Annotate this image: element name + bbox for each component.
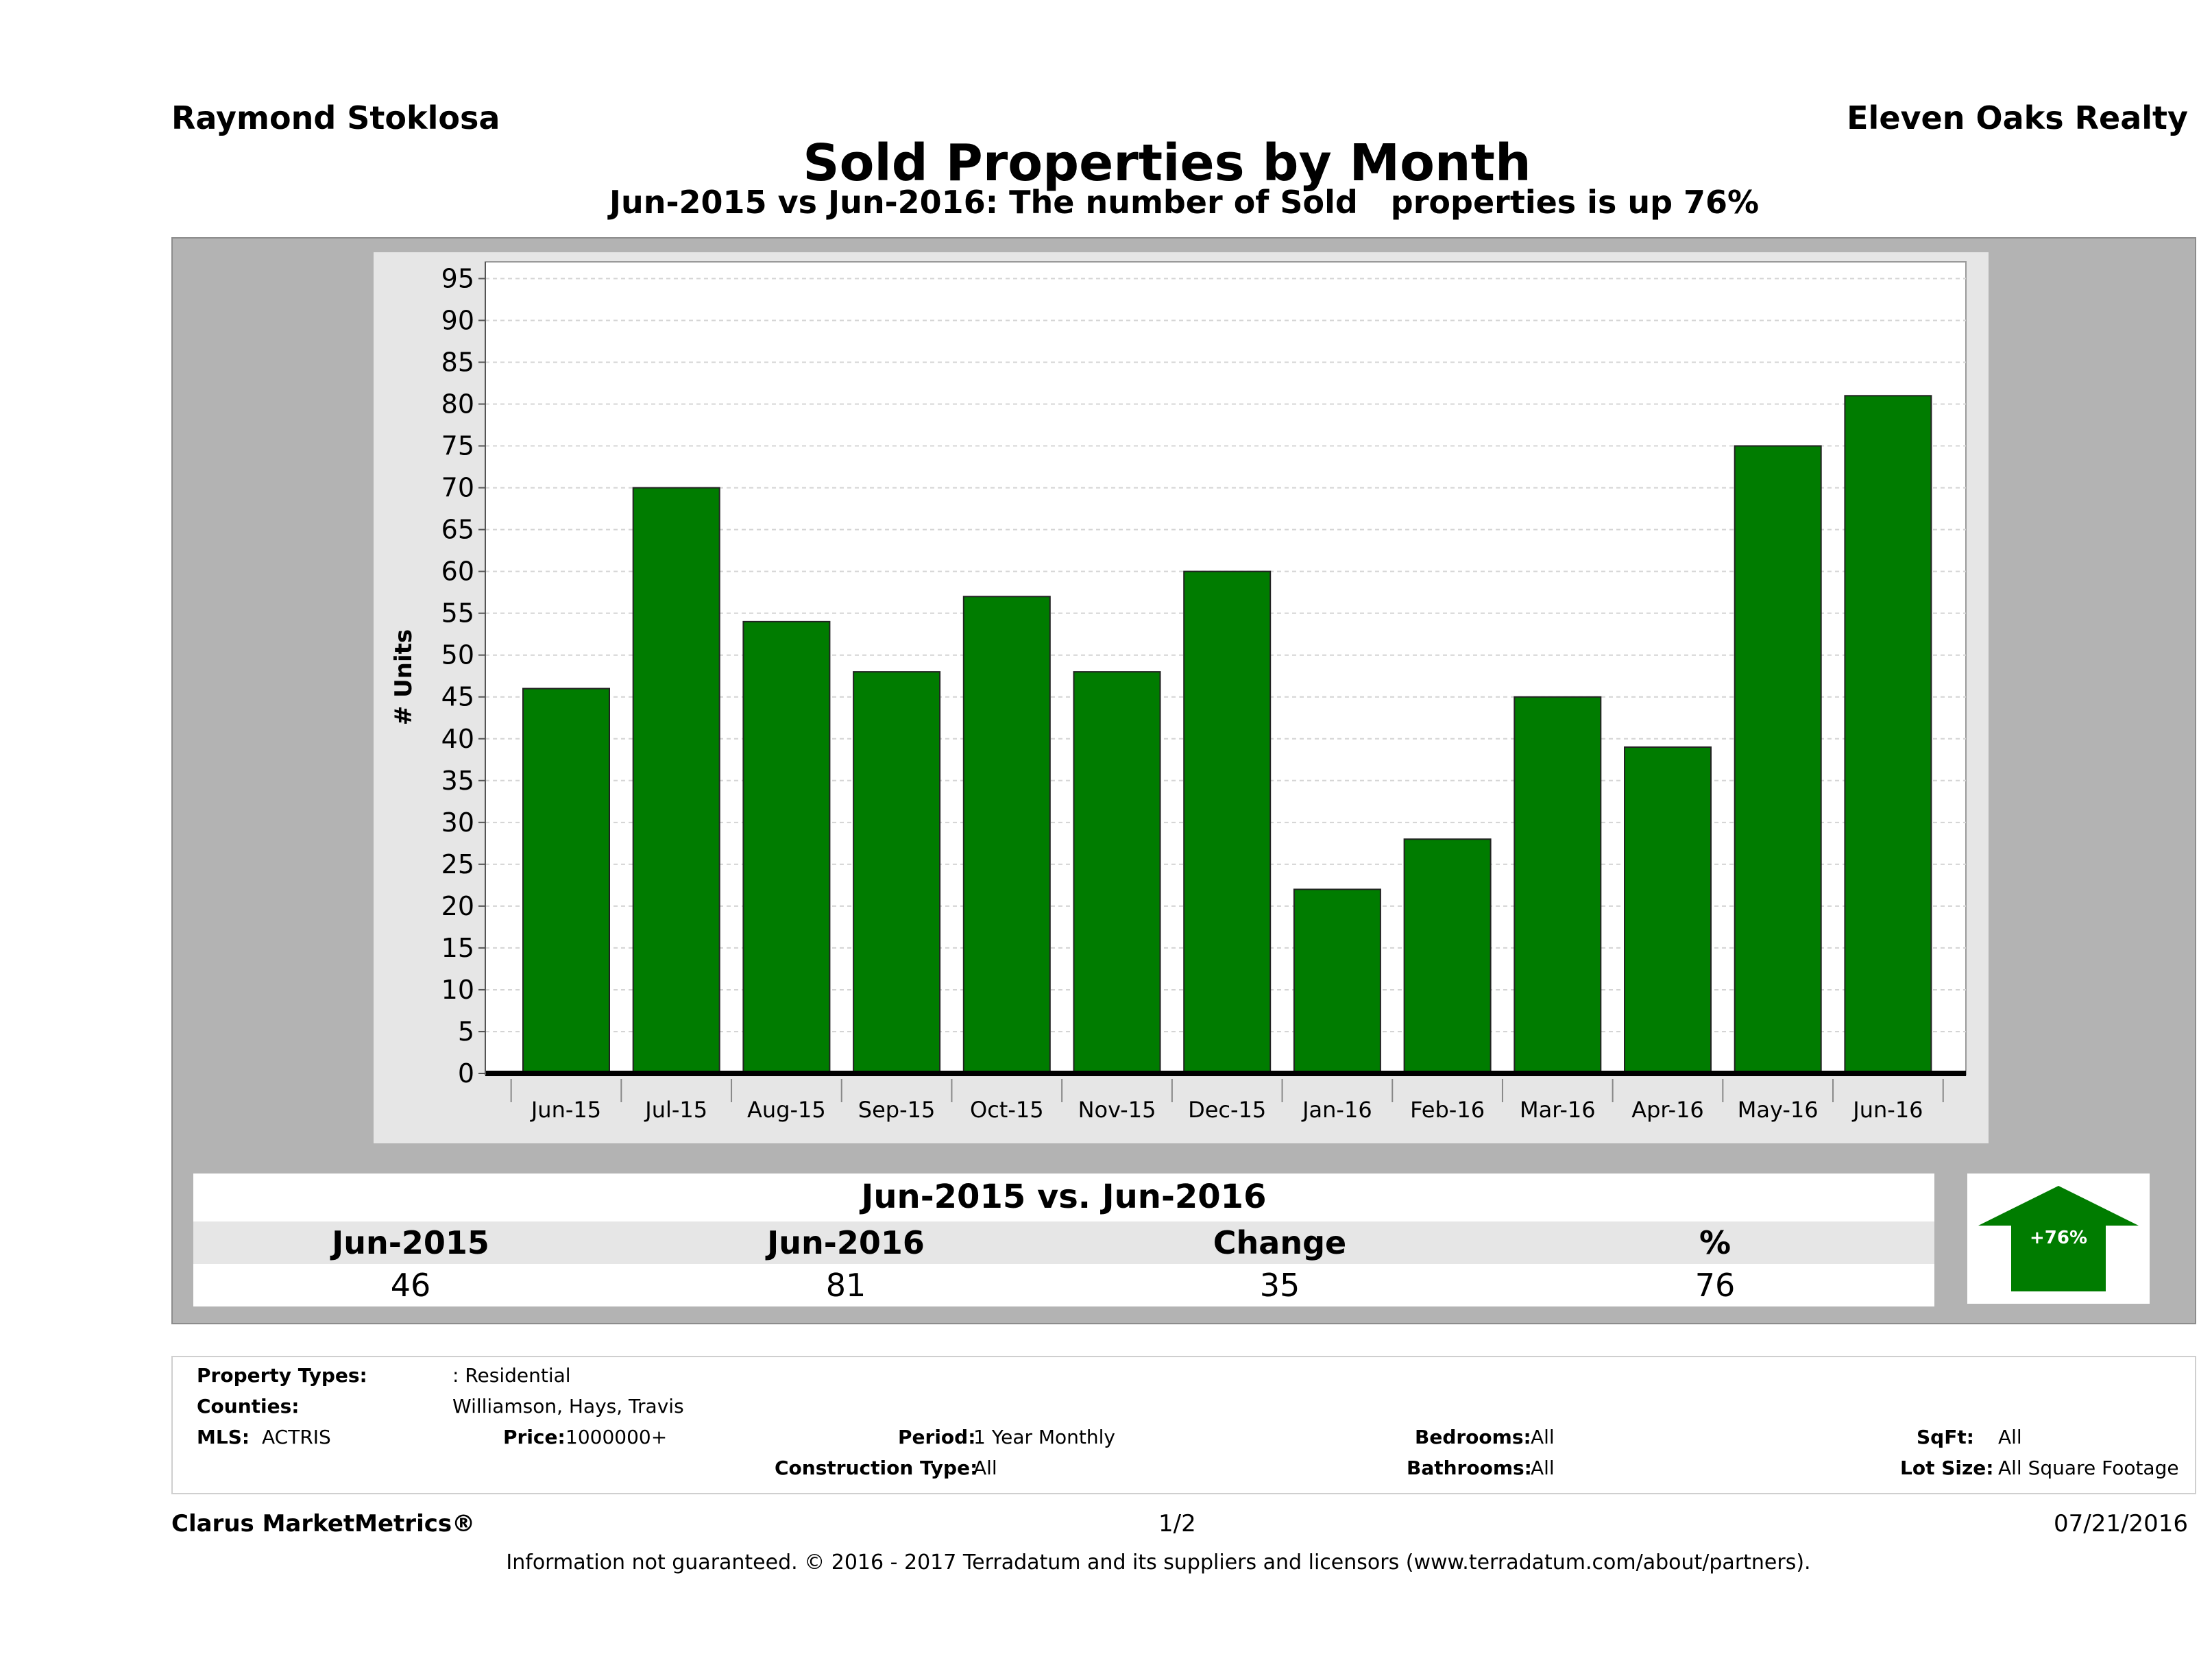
counties-value: Williamson, Hays, Travis [452,1395,684,1418]
x-tick-label: Feb-16 [1410,1097,1485,1123]
comparison-value-bar [193,1264,1934,1306]
comparison-header-change: Change [1213,1224,1347,1261]
x-tick-label: Sep-15 [858,1097,936,1123]
y-tick-label: 55 [441,598,474,629]
price-value: 1000000+ [566,1426,668,1448]
x-tick-label: Oct-15 [970,1097,1044,1123]
office-name: Eleven Oaks Realty [1847,99,2188,136]
y-tick-label: 5 [458,1017,474,1047]
x-axis-ticks: Jun-15 Jul-15 Aug-15 Sep-15 Oct-15 Nov-15 Dec-… [510,1079,1944,1123]
report-date: 07/21/2016 [2054,1510,2188,1537]
brand-name: Clarus MarketMetrics® [171,1510,476,1537]
bedrooms-label: Bedrooms: [1415,1426,1531,1448]
page-number: 1/2 [1158,1510,1196,1537]
bar-jul-15 [632,487,720,1074]
y-tick-label: 35 [441,766,474,796]
up-arrow-icon: +76% [1978,1186,2139,1291]
y-tick-label: 45 [441,682,474,712]
property-types-value: : Residential [452,1364,571,1387]
bars [522,395,1932,1075]
y-tick-label: 65 [441,515,474,545]
bar-jan-16 [1293,888,1381,1074]
y-axis-ticks: 0 5 10 15 20 25 30 35 40 45 50 55 60 65 70 75 80 85 90 95 [441,263,485,1089]
x-tick-label: Jan-16 [1301,1097,1372,1123]
x-tick-label: Jun-15 [530,1097,601,1123]
bedrooms-value: All [1531,1426,1555,1448]
mls-label: MLS: [197,1426,250,1448]
comparison-header-start: Jun-2015 [332,1224,489,1261]
y-tick-label: 30 [441,807,474,838]
y-tick-label: 90 [441,305,474,335]
bar-apr-16 [1624,746,1712,1074]
y-tick-label: 80 [441,389,474,420]
comparison-title: Jun-2015 vs. Jun-2016 [861,1178,1267,1216]
x-tick-label: Jun-16 [1851,1097,1923,1123]
filters-panel [171,1356,2196,1494]
period-label: Period: [898,1426,976,1448]
sqft-value: All [1998,1426,2022,1448]
report-title: Sold Properties by Month [803,134,1531,193]
y-tick-label: 25 [441,849,474,879]
y-tick-label: 75 [441,431,474,461]
construction-type-label: Construction Type: [775,1457,978,1479]
bar-may-16 [1734,445,1822,1074]
lot-size-value: All Square Footage [1998,1457,2179,1479]
disclaimer: Information not guaranteed. © 2016 - 201… [506,1551,1811,1574]
report-subtitle: Jun-2015 vs Jun-2016: The number of Sold… [609,184,1760,221]
comparison-value-percent: 76 [1694,1267,1736,1304]
y-tick-label: 95 [441,263,474,293]
y-axis-label: # Units [390,629,417,725]
counties-label: Counties: [197,1395,300,1418]
comparison-value-end: 81 [825,1267,866,1304]
comparison-value-start: 46 [390,1267,431,1304]
bar-sep-15 [853,671,941,1074]
y-tick-label: 40 [441,724,474,754]
comparison-title-bar [193,1174,1934,1221]
bar-aug-15 [742,620,831,1074]
bar-feb-16 [1403,838,1492,1074]
price-label: Price: [503,1426,566,1448]
comparison-header-bar [193,1221,1934,1264]
bar-jun-16 [1844,395,1932,1075]
y-tick-label: 15 [441,933,474,963]
property-types-label: Property Types: [197,1364,367,1387]
comparison-header-end: Jun-2016 [767,1224,925,1261]
agent-name: Raymond Stoklosa [171,99,500,136]
comparison-header-percent: % [1699,1224,1731,1261]
bar-mar-16 [1514,696,1602,1074]
lot-size-label: Lot Size: [1900,1457,1994,1479]
y-tick-label: 60 [441,557,474,587]
y-tick-label: 85 [441,347,474,377]
x-tick-label: Nov-15 [1078,1097,1156,1123]
x-tick-label: Apr-16 [1631,1097,1704,1123]
mls-value: ACTRIS [262,1426,331,1448]
y-tick-label: 10 [441,975,474,1005]
bar-chart: 0 5 10 15 20 25 30 35 40 45 50 55 60 65 70 75 80 85 90 95 J… [390,261,1967,1123]
change-badge-label: +76% [2030,1228,2087,1248]
x-tick-label: Mar-16 [1520,1097,1596,1123]
bathrooms-value: All [1531,1457,1555,1479]
bar-jun-15 [522,688,610,1074]
x-tick-label: Aug-15 [747,1097,826,1123]
bar-dec-15 [1183,570,1272,1075]
x-tick-label: May-16 [1738,1097,1819,1123]
comparison-value-change: 35 [1259,1267,1300,1304]
y-tick-label: 50 [441,640,474,670]
x-tick-label: Dec-15 [1188,1097,1266,1123]
bar-oct-15 [962,596,1051,1074]
y-tick-label: 20 [441,891,474,921]
sqft-label: SqFt: [1917,1426,1974,1448]
y-tick-label: 70 [441,473,474,503]
period-value: 1 Year Monthly [973,1426,1116,1448]
construction-type-value: All [973,1457,997,1479]
bathrooms-label: Bathrooms: [1407,1457,1532,1479]
y-tick-label: 0 [458,1058,474,1089]
bar-nov-15 [1073,671,1161,1074]
x-tick-label: Jul-15 [644,1097,707,1123]
